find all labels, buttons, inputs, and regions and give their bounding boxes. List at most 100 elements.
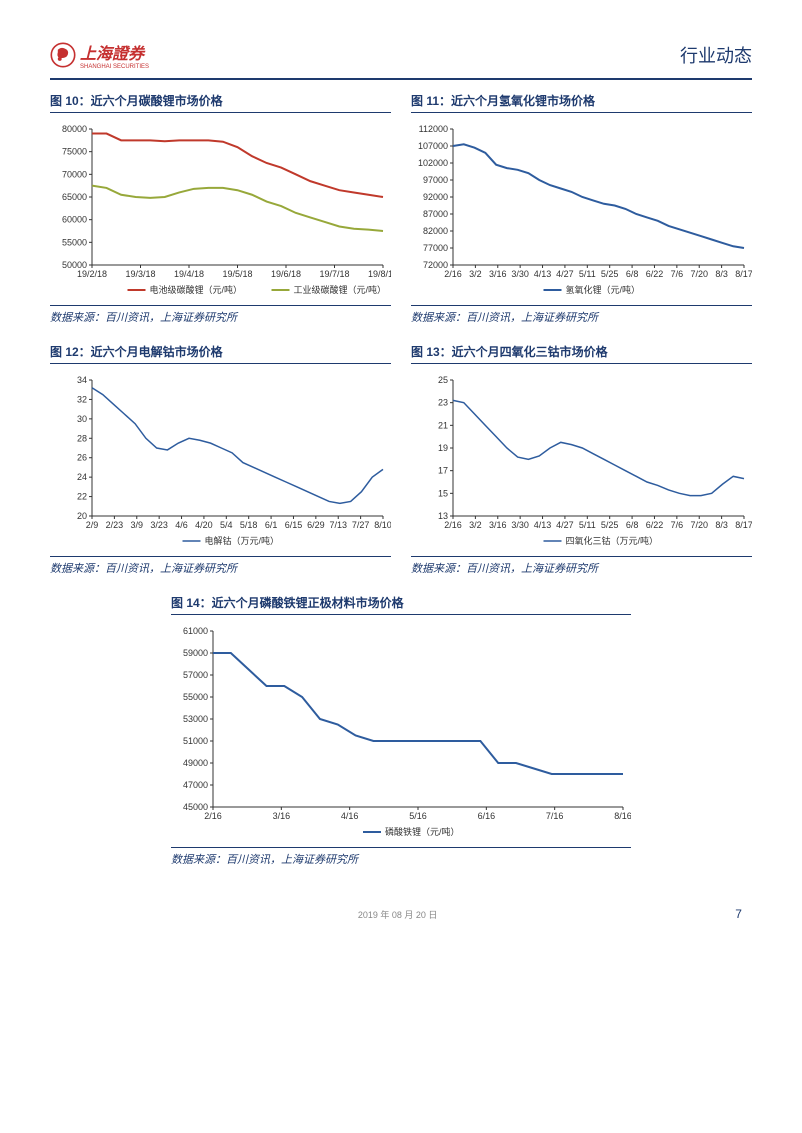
svg-text:87000: 87000 (423, 209, 448, 219)
chart-12-source: 数据来源：百川资讯，上海证券研究所 (50, 556, 391, 576)
svg-text:电池级碳酸锂（元/吨）: 电池级碳酸锂（元/吨） (150, 284, 243, 295)
svg-text:3/23: 3/23 (150, 520, 168, 530)
svg-text:氢氧化锂（元/吨）: 氢氧化锂（元/吨） (566, 284, 641, 295)
svg-text:25: 25 (438, 375, 448, 385)
svg-text:4/20: 4/20 (195, 520, 213, 530)
svg-text:19/2/18: 19/2/18 (77, 269, 107, 279)
svg-text:6/8: 6/8 (626, 520, 639, 530)
svg-text:6/8: 6/8 (626, 269, 639, 279)
svg-text:5/25: 5/25 (601, 520, 619, 530)
svg-text:55000: 55000 (183, 692, 208, 702)
svg-text:47000: 47000 (183, 780, 208, 790)
chart-11-svg: 7200077000820008700092000970001020001070… (411, 121, 752, 301)
svg-text:19/3/18: 19/3/18 (125, 269, 155, 279)
svg-text:21: 21 (438, 420, 448, 430)
chart-10-source: 数据来源：百川资讯，上海证券研究所 (50, 305, 391, 325)
svg-text:2/16: 2/16 (444, 520, 462, 530)
svg-text:4/13: 4/13 (534, 520, 552, 530)
chart-12: 图 12：近六个月电解钴市场价格 20222426283032342/92/23… (50, 343, 391, 576)
svg-text:19/6/18: 19/6/18 (271, 269, 301, 279)
svg-text:5/18: 5/18 (240, 520, 258, 530)
svg-text:2/16: 2/16 (444, 269, 462, 279)
svg-text:5/11: 5/11 (579, 269, 596, 279)
svg-text:四氧化三钴（万元/吨）: 四氧化三钴（万元/吨） (566, 535, 659, 546)
chart-10: 图 10：近六个月碳酸锂市场价格 50000550006000065000700… (50, 92, 391, 325)
svg-text:4/27: 4/27 (556, 269, 574, 279)
svg-text:7/16: 7/16 (546, 811, 564, 821)
logo-icon (50, 42, 76, 68)
svg-text:2/16: 2/16 (204, 811, 222, 821)
page-title: 行业动态 (680, 42, 752, 68)
svg-text:107000: 107000 (418, 141, 448, 151)
chart-14-source: 数据来源：百川资讯，上海证券研究所 (171, 847, 631, 867)
svg-text:61000: 61000 (183, 626, 208, 636)
svg-text:53000: 53000 (183, 714, 208, 724)
svg-text:4/6: 4/6 (175, 520, 188, 530)
footer: 2019 年 08 月 20 日 7 (50, 907, 752, 921)
svg-text:5/4: 5/4 (220, 520, 233, 530)
svg-text:65000: 65000 (62, 192, 87, 202)
svg-text:8/3: 8/3 (715, 520, 728, 530)
chart-11-title: 图 11：近六个月氢氧化锂市场价格 (411, 92, 752, 113)
svg-text:7/20: 7/20 (690, 269, 708, 279)
svg-text:6/16: 6/16 (478, 811, 496, 821)
svg-text:3/2: 3/2 (469, 269, 482, 279)
svg-text:92000: 92000 (423, 192, 448, 202)
svg-text:22: 22 (77, 492, 87, 502)
svg-text:4/16: 4/16 (341, 811, 359, 821)
svg-text:4/27: 4/27 (556, 520, 574, 530)
logo: 上海證券 SHANGHAI SECURITIES (50, 40, 149, 70)
svg-text:3/16: 3/16 (489, 520, 507, 530)
svg-text:3/9: 3/9 (131, 520, 144, 530)
svg-text:28: 28 (77, 433, 87, 443)
chart-13-title: 图 13：近六个月四氧化三钴市场价格 (411, 343, 752, 364)
svg-text:8/16: 8/16 (614, 811, 631, 821)
svg-text:7/13: 7/13 (329, 520, 347, 530)
svg-text:60000: 60000 (62, 215, 87, 225)
logo-text: 上海證券 (80, 40, 149, 64)
svg-text:工业级碳酸锂（元/吨）: 工业级碳酸锂（元/吨） (294, 284, 387, 295)
svg-text:6/22: 6/22 (646, 520, 664, 530)
svg-text:5/11: 5/11 (579, 520, 596, 530)
svg-text:6/29: 6/29 (307, 520, 325, 530)
svg-text:2/23: 2/23 (106, 520, 124, 530)
chart-12-title: 图 12：近六个月电解钴市场价格 (50, 343, 391, 364)
svg-text:3/16: 3/16 (273, 811, 291, 821)
svg-text:8/17: 8/17 (735, 520, 752, 530)
svg-text:19/8/18: 19/8/18 (368, 269, 391, 279)
chart-13-source: 数据来源：百川资讯，上海证券研究所 (411, 556, 752, 576)
svg-text:19/7/18: 19/7/18 (319, 269, 349, 279)
svg-text:6/22: 6/22 (646, 269, 664, 279)
svg-text:97000: 97000 (423, 175, 448, 185)
chart-14: 图 14：近六个月磷酸铁锂正极材料市场价格 450004700049000510… (171, 594, 631, 867)
svg-text:6/15: 6/15 (285, 520, 303, 530)
svg-text:磷酸铁锂（元/吨）: 磷酸铁锂（元/吨） (385, 826, 460, 837)
svg-text:77000: 77000 (423, 243, 448, 253)
svg-text:7/6: 7/6 (671, 520, 684, 530)
footer-date: 2019 年 08 月 20 日 (358, 908, 438, 921)
chart-13-svg: 131517192123252/163/23/163/304/134/275/1… (411, 372, 752, 552)
svg-text:3/30: 3/30 (511, 520, 529, 530)
svg-text:7/20: 7/20 (690, 520, 708, 530)
svg-text:57000: 57000 (183, 670, 208, 680)
svg-text:82000: 82000 (423, 226, 448, 236)
chart-12-svg: 20222426283032342/92/233/93/234/64/205/4… (50, 372, 391, 552)
svg-text:24: 24 (77, 472, 87, 482)
svg-text:6/1: 6/1 (265, 520, 278, 530)
svg-text:26: 26 (77, 453, 87, 463)
svg-text:3/2: 3/2 (469, 520, 482, 530)
svg-text:59000: 59000 (183, 648, 208, 658)
chart-13: 图 13：近六个月四氧化三钴市场价格 131517192123252/163/2… (411, 343, 752, 576)
svg-text:4/13: 4/13 (534, 269, 552, 279)
svg-text:80000: 80000 (62, 124, 87, 134)
chart-14-title: 图 14：近六个月磷酸铁锂正极材料市场价格 (171, 594, 631, 615)
svg-text:19/5/18: 19/5/18 (222, 269, 252, 279)
chart-14-svg: 4500047000490005100053000550005700059000… (171, 623, 631, 843)
chart-11: 图 11：近六个月氢氧化锂市场价格 7200077000820008700092… (411, 92, 752, 325)
svg-text:34: 34 (77, 375, 87, 385)
svg-text:19/4/18: 19/4/18 (174, 269, 204, 279)
chart-10-title: 图 10：近六个月碳酸锂市场价格 (50, 92, 391, 113)
svg-text:8/17: 8/17 (735, 269, 752, 279)
svg-text:55000: 55000 (62, 237, 87, 247)
svg-text:15: 15 (438, 488, 448, 498)
